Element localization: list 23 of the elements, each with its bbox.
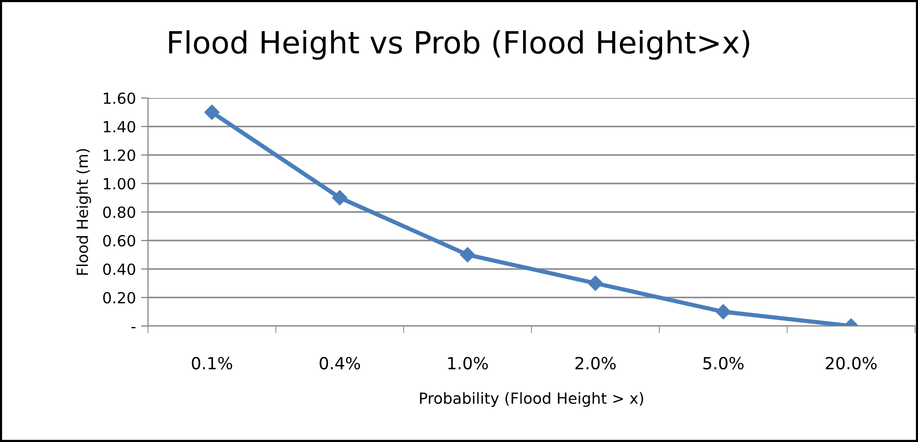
point [332,190,348,206]
y-tick-label: 1.40 [104,120,136,133]
x-tick-label: 0.4% [320,356,360,370]
x-axis-title: Probability (Flood Height > x) [420,392,644,407]
y-tick-label: - [131,327,136,328]
y-axis-title: Flood Height (m) [76,149,92,275]
y-tick-label: 0.20 [103,292,136,304]
point [716,304,731,320]
x-tick-label: 2.0% [575,356,616,370]
point [204,104,220,120]
x-tick-label: 1.0% [448,356,488,370]
y-tick-label: 1.60 [104,92,136,104]
x-tick-label: 5.0% [703,356,744,370]
y-tick-label: 0.40 [103,263,136,276]
y-tick-label: 1.00 [104,178,136,190]
x-tick-label: 0.1% [192,356,232,370]
y-tick-label: 0.80 [103,206,136,218]
y-tick-label: 0.60 [103,234,136,247]
x-tick-label: 20.0% [826,356,877,370]
point [588,276,603,291]
point [460,247,476,262]
y-tick-label: 1.20 [104,149,136,162]
chart-title: Flood Height vs Prob (Flood Height>x) [169,30,750,60]
